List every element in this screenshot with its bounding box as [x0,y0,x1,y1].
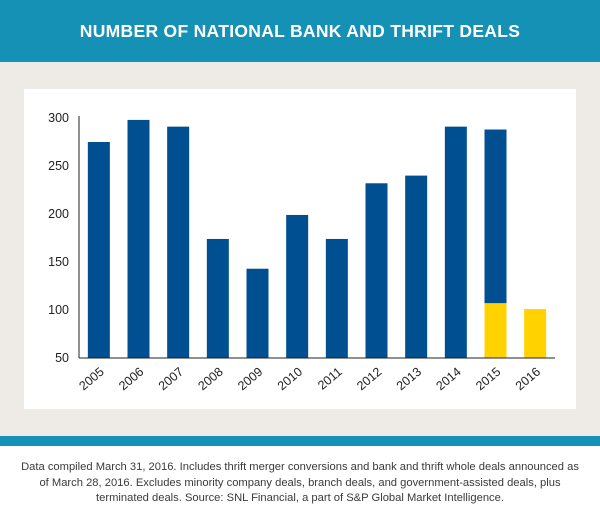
plot-card: 50 100 150 200 250 300 2005 2006 2007 2008 2009 201… [24,89,576,409]
divider-stripe [0,436,600,446]
x-tick-label: 2008 [195,365,225,394]
y-tick-label: 250 [48,159,69,173]
chart-header: NUMBER OF NATIONAL BANK AND THRIFT DEALS [0,0,600,62]
x-tick-label: 2013 [394,365,424,394]
bar-2014 [444,126,467,358]
chart-panel: 50 100 150 200 250 300 2005 2006 2007 2008 2009 201… [0,62,600,436]
x-tick-label: 2007 [156,365,186,394]
chart-title: NUMBER OF NATIONAL BANK AND THRIFT DEALS [79,20,521,41]
x-tick-label: 2012 [354,365,384,394]
bar-2009 [246,268,269,358]
y-tick-label: 300 [48,111,69,125]
x-tick-label: 2005 [76,365,106,394]
y-tick-label: 200 [48,207,69,221]
bar-2006 [127,119,150,358]
bar-chart: 50 100 150 200 250 300 2005 2006 2007 2008 2009 201… [48,111,555,394]
bar-2013 [405,175,428,358]
bar-2011 [325,238,348,358]
bar-2005 [87,142,110,358]
footnote: Data compiled March 31, 2016. Includes t… [21,461,579,504]
bar-2007 [167,126,190,358]
y-tick-label: 150 [48,255,69,269]
bar-2010 [286,214,309,358]
x-tick-label: 2009 [235,365,265,394]
x-tick-label: 2010 [275,365,305,394]
bar-2008 [206,238,229,358]
bar-2015-highlight [484,303,507,358]
y-tick-label: 100 [48,303,69,317]
x-tick-label: 2016 [513,365,543,394]
bar-2015 [484,129,507,304]
x-tick-label: 2014 [433,365,463,394]
y-tick-label: 50 [55,351,69,365]
bar-2016-highlight [524,309,547,358]
x-tick-label: 2011 [315,365,345,393]
bar-2012 [365,183,388,358]
x-tick-label: 2015 [473,365,503,394]
x-tick-label: 2006 [116,365,146,394]
